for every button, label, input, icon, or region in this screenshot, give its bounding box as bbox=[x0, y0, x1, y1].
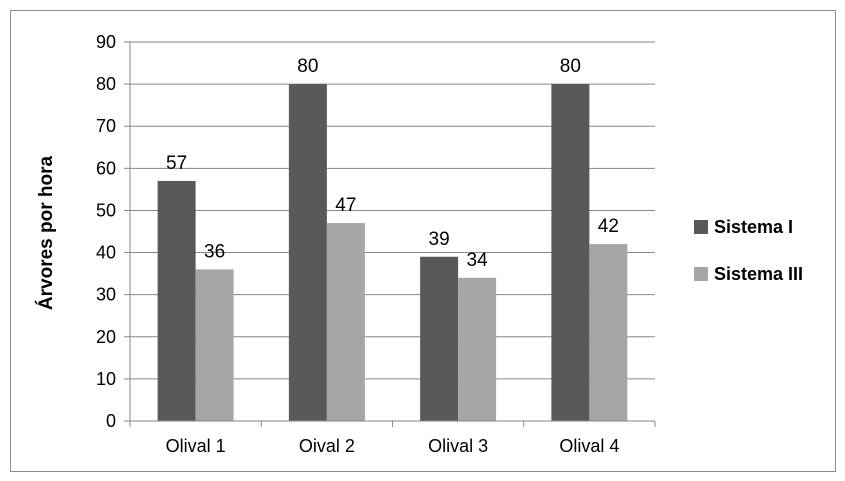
data-label: 47 bbox=[335, 195, 356, 216]
bar bbox=[326, 223, 365, 421]
y-tick-label: 30 bbox=[96, 285, 116, 305]
x-tick-label: Olival 1 bbox=[166, 436, 226, 456]
bar bbox=[195, 269, 234, 421]
y-tick-label: 10 bbox=[96, 369, 116, 389]
bar bbox=[551, 84, 590, 421]
legend-label: Sistema I bbox=[714, 217, 793, 237]
y-tick-label: 40 bbox=[96, 243, 116, 263]
y-tick-label: 20 bbox=[96, 327, 116, 347]
legend-label: Sistema III bbox=[714, 264, 803, 284]
bar bbox=[458, 277, 497, 421]
x-tick-label: Olival 3 bbox=[428, 436, 488, 456]
data-label: 36 bbox=[204, 241, 225, 262]
x-tick-label: Olival 4 bbox=[559, 436, 619, 456]
legend-swatch bbox=[694, 267, 708, 281]
data-label: 80 bbox=[297, 56, 318, 77]
bar bbox=[288, 84, 327, 421]
y-tick-label: 50 bbox=[96, 200, 116, 220]
data-label: 34 bbox=[467, 250, 489, 271]
bar bbox=[420, 256, 459, 421]
data-label: 80 bbox=[560, 56, 581, 77]
bar bbox=[589, 244, 628, 421]
legend-swatch bbox=[694, 220, 708, 234]
x-tick-label: Oival 2 bbox=[299, 436, 355, 456]
y-axis-label: Árvores por hora bbox=[35, 155, 57, 310]
bar bbox=[157, 180, 196, 421]
y-tick-label: 80 bbox=[96, 74, 116, 94]
y-tick-label: 60 bbox=[96, 158, 116, 178]
y-tick-label: 90 bbox=[96, 32, 116, 52]
y-tick-label: 0 bbox=[106, 411, 116, 431]
data-label: 57 bbox=[166, 153, 187, 174]
y-tick-label: 70 bbox=[96, 116, 116, 136]
data-label: 39 bbox=[429, 229, 450, 250]
data-label: 42 bbox=[598, 216, 619, 237]
